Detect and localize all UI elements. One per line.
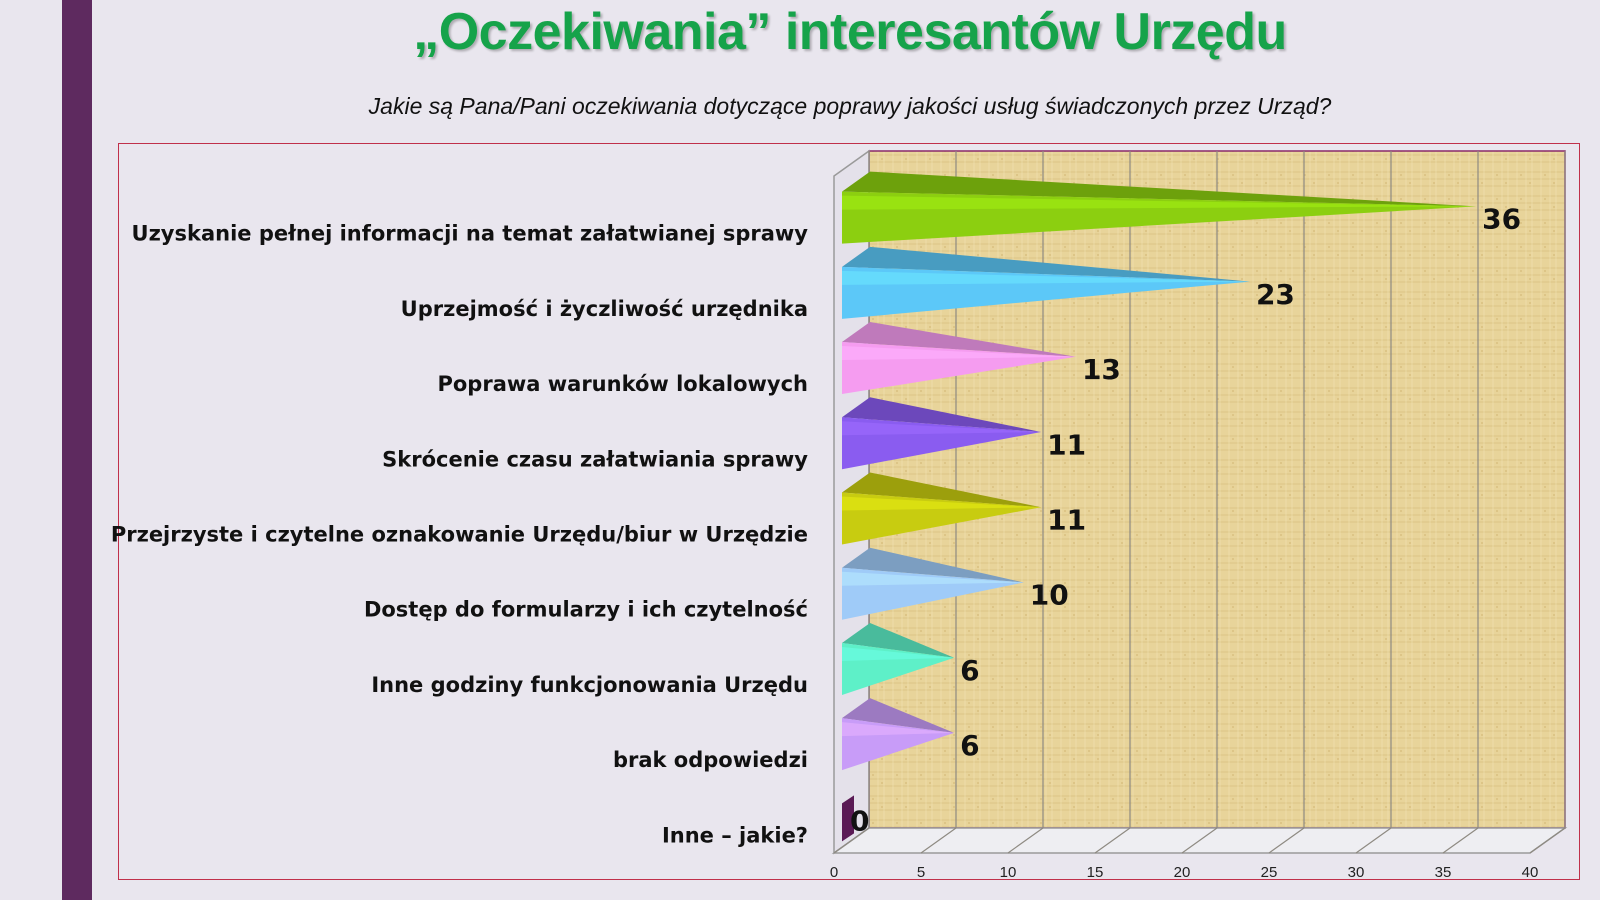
side-accent-bar [62, 0, 92, 900]
bar-top-face [842, 246, 1250, 282]
floor-gridline [1529, 827, 1566, 854]
bar-highlight [842, 195, 1477, 210]
category-label: Przejrzyste i czytelne oznakowanie Urzęd… [111, 523, 808, 547]
data-label: 13 [1082, 353, 1121, 386]
bar-highlight [842, 270, 1250, 285]
bar-top-face [842, 698, 955, 733]
data-label: 0 [850, 804, 869, 837]
floor-gridline [1355, 827, 1392, 854]
bar-highlight [842, 722, 955, 737]
category-label: Poprawa warunków lokalowych [437, 372, 808, 396]
bar-top-face [842, 171, 1477, 207]
category-label: Uprzejmość i życzliwość urzędnika [401, 297, 808, 321]
bar-top-face [842, 547, 1024, 583]
category-label: Uzyskanie pełnej informacji na temat zał… [132, 222, 809, 246]
bar-highlight [842, 346, 1076, 361]
bar-top-face [842, 322, 1076, 357]
chart-frame [118, 143, 1580, 880]
data-label: 11 [1047, 504, 1086, 537]
bar-top-face [842, 397, 1042, 433]
bar-highlight [842, 571, 1024, 586]
x-tick-label: 30 [1348, 864, 1365, 881]
data-label: 10 [1030, 579, 1069, 612]
category-labels: Uzyskanie pełnej informacji na temat zał… [111, 222, 808, 848]
data-label: 6 [960, 729, 979, 762]
data-label: 23 [1256, 278, 1295, 311]
x-tick-label: 5 [917, 864, 925, 881]
floor-gridline [1181, 827, 1218, 854]
x-tick-label: 25 [1261, 864, 1278, 881]
x-tick-label: 15 [1087, 864, 1104, 881]
slide-title: „Oczekiwania” interesantów Urzędu [413, 3, 1287, 61]
bar-highlight [842, 496, 1042, 511]
bar-highlight [842, 646, 955, 661]
value-labels: 36 23 13 11 11 10 6 6 0 [850, 203, 1521, 838]
category-label: brak odpowiedzi [613, 748, 808, 772]
category-label: Inne godziny funkcjonowania Urzędu [371, 673, 808, 697]
data-label: 11 [1047, 428, 1086, 461]
bars-group [842, 171, 1477, 842]
bar-highlight [842, 421, 1042, 436]
floor-gridline [920, 827, 957, 854]
data-label: 6 [960, 654, 979, 687]
floor-gridline [1094, 827, 1131, 854]
bar-top-face [842, 622, 955, 658]
slide-subtitle: Jakie są Pana/Pani oczekiwania dotyczące… [368, 93, 1332, 119]
x-tick-label: 10 [1000, 864, 1017, 881]
floor-gridline [1007, 827, 1044, 854]
bar [842, 795, 854, 842]
bar-top-face [842, 472, 1042, 508]
category-label: Inne – jakie? [662, 823, 808, 847]
x-tick-label: 20 [1174, 864, 1191, 881]
x-axis-ticks: 0 5 10 15 20 25 30 35 40 [830, 864, 1539, 881]
floor-gridline [833, 827, 870, 854]
floor-gridline [1442, 827, 1479, 854]
category-label: Skrócenie czasu załatwiania sprawy [382, 447, 808, 471]
category-label: Dostęp do formularzy i ich czytelność [364, 598, 808, 622]
floor-gridline [1268, 827, 1305, 854]
x-tick-label: 0 [830, 864, 838, 881]
data-label: 36 [1482, 203, 1521, 236]
x-tick-label: 40 [1522, 864, 1539, 881]
x-tick-label: 35 [1435, 864, 1452, 881]
